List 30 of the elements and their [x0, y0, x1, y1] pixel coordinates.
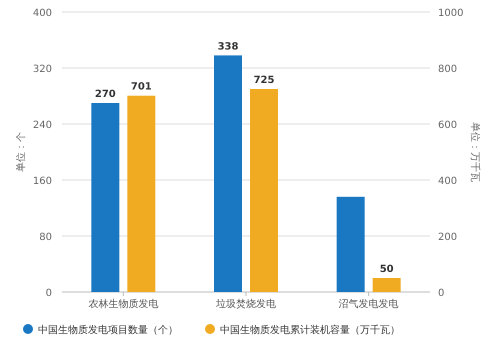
y-tick-label: 80: [39, 232, 52, 243]
data-label: 701: [130, 82, 152, 93]
y-tick-label: 400: [32, 8, 52, 19]
data-label: 725: [254, 75, 274, 86]
y2-tick-label: 1000: [438, 8, 464, 19]
x-tick-label: 垃圾焚烧发电: [215, 298, 276, 310]
x-tick-label: 农林生物质发电: [88, 298, 158, 310]
bar: [336, 196, 365, 292]
y2-axis-title: 单位：万千瓦: [469, 122, 481, 182]
y-tick-label: 0: [46, 288, 52, 299]
y-axis-title: 单位：个: [15, 132, 27, 172]
y2-tick-label: 800: [438, 64, 458, 75]
y-tick-label: 320: [32, 64, 52, 75]
bar: [91, 103, 120, 292]
y2-tick-label: 0: [438, 288, 444, 299]
bar: [250, 89, 278, 292]
y2-tick-label: 400: [438, 176, 458, 187]
y-tick-label: 240: [32, 120, 52, 131]
y2-tick-label: 200: [438, 232, 458, 243]
y2-tick-label: 600: [438, 120, 458, 131]
bar: [214, 55, 242, 292]
data-label: 338: [218, 41, 238, 52]
data-label: 270: [94, 89, 116, 100]
y-tick-label: 160: [32, 176, 52, 187]
x-tick-label: 沼气发电发电: [338, 298, 399, 310]
bar: [127, 96, 156, 292]
data-label: 50: [380, 264, 394, 275]
bar: [372, 278, 401, 292]
legend-label: 中国生物质发电累计装机容量（万千瓦）: [220, 324, 400, 336]
legend-label: 中国生物质发电项目数量（个）: [38, 324, 178, 336]
